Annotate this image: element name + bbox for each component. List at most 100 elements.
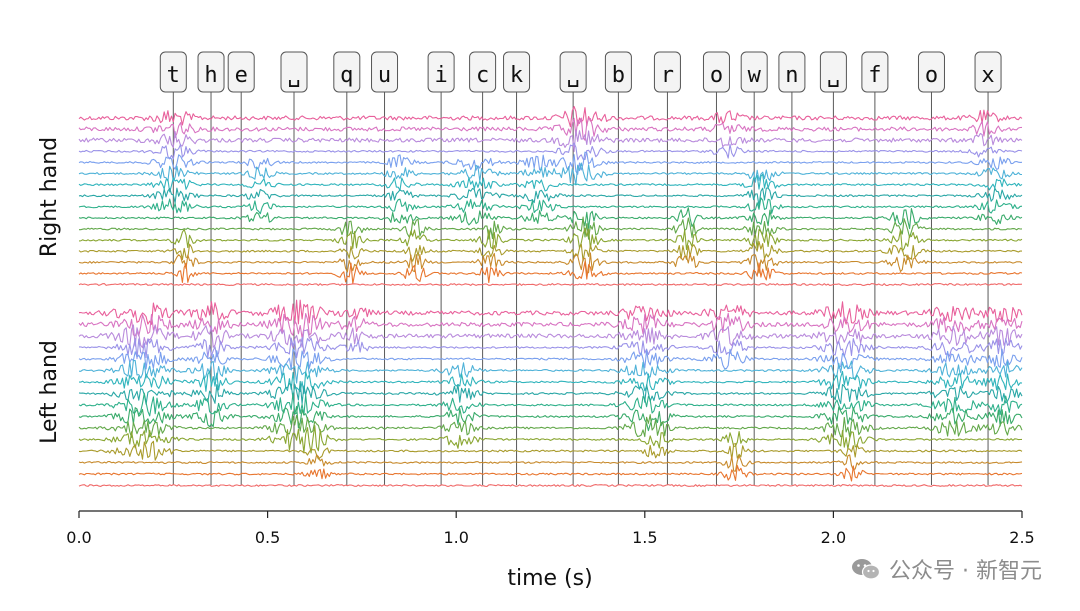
watermark: 公众号 · 新智元 [851,553,1042,585]
key-label-box [653,51,681,93]
key-label-text: t [167,63,180,88]
emg-trace-right-4 [78,142,1023,161]
key-label-box [333,51,361,93]
emg-trace-left-9 [78,392,1023,417]
key-label-text: o [925,63,938,88]
key-label-text: u [378,63,391,88]
key-label: k [503,51,531,93]
wechat-icon [852,559,881,580]
key-label-text: w [748,63,762,88]
key-label-box [740,51,768,93]
key-label: w [740,51,768,93]
key-label-text: o [710,63,723,88]
key-label: i [427,51,455,93]
key-label-text: n [785,63,798,88]
key-label-text: ␣ [827,63,840,88]
key-label-text: i [434,63,447,88]
key-label: o [917,51,945,93]
key-label-text: h [204,63,217,88]
key-label-text: b [612,63,625,88]
emg-trace-right-2 [78,117,1023,141]
emg-trace-left-8 [78,380,1023,405]
key-label: u [371,51,399,93]
key-label: ␣ [819,51,847,93]
emg-trace-left-7 [79,370,1023,395]
emg-trace-left-6 [78,359,1023,384]
key-label: x [974,51,1002,93]
keystroke-labels: t h e ␣ q u i c k ␣ b r o w n ␣ f o x [159,51,1002,93]
emg-trace-left-4 [79,337,1023,360]
emg-trace-right-11 [79,216,1023,240]
emg-trace-left-1 [78,299,1023,325]
key-label-box [159,51,187,93]
key-label-box [427,51,455,93]
key-label-box [974,51,1002,93]
emg-trace-right-9 [78,197,1023,215]
emg-trace-right-10 [78,207,1023,230]
key-label-box [778,51,806,93]
y-label-left-hand: Left hand [37,340,62,444]
x-tick-label: 2.0 [821,528,846,547]
key-label-text: c [476,63,489,88]
key-label: ␣ [280,51,308,93]
emg-trace-left-16 [78,484,1023,487]
key-label-box [197,51,225,93]
key-label: t [159,51,187,93]
emg-trace-left-13 [78,440,1023,461]
key-label-box [503,51,531,93]
key-label-box [371,51,399,93]
key-label-box [469,51,497,93]
x-axis-label: time (s) [507,566,592,591]
key-label: h [197,51,225,93]
key-label-text: ␣ [287,63,300,88]
key-label-box [702,51,730,93]
key-label-box [604,51,632,93]
emg-trace-left-10 [78,405,1023,432]
key-label: o [702,51,730,93]
key-label: n [778,51,806,93]
emg-trace-left-11 [78,414,1023,438]
key-label-text: r [661,63,674,88]
y-label-right-hand: Right hand [37,137,62,257]
emg-trace-left-2 [78,312,1023,339]
x-tick-label: 0.0 [66,528,91,547]
emg-trace-right-14 [78,252,1023,274]
emg-trace-right-1 [78,105,1023,128]
key-label-box [280,51,308,93]
x-axis: 0.0 0.5 1.0 1.5 2.0 2.5 [66,510,1035,547]
watermark-text: 公众号 · 新智元 [889,559,1042,584]
key-label-box [819,51,847,93]
emg-trace-left-5 [78,348,1023,371]
emg-trace-left-3 [78,324,1023,349]
emg-trace-right-7 [78,173,1023,193]
emg-trace-right-12 [78,227,1023,252]
key-label-text: ␣ [567,63,580,88]
key-label: f [861,51,889,93]
emg-trace-right-15 [78,261,1023,285]
emg-traces [78,105,1023,487]
key-label: e [227,51,255,93]
emg-trace-left-12 [78,425,1023,454]
key-label: b [604,51,632,93]
emg-trace-right-16 [78,283,1023,286]
key-label-box [917,51,945,93]
x-tick-label: 2.5 [1009,528,1034,547]
key-label-text: q [340,63,353,88]
key-label: c [469,51,497,93]
key-label: r [653,51,681,93]
key-label-text: k [510,63,523,88]
key-label-box [559,51,587,93]
emg-trace-right-3 [78,129,1023,153]
key-label-box [861,51,889,93]
emg-trace-left-15 [78,465,1023,482]
emg-trace-right-6 [78,162,1022,186]
key-label-text: f [868,63,881,88]
key-label-text: x [981,63,994,88]
key-label: ␣ [559,51,587,93]
key-label-text: e [235,63,248,88]
emg-trace-right-8 [78,187,1023,207]
emg-trace-left-14 [78,454,1023,472]
x-tick-label: 1.0 [443,528,468,547]
x-tick-label: 0.5 [255,528,280,547]
key-label: q [333,51,361,93]
